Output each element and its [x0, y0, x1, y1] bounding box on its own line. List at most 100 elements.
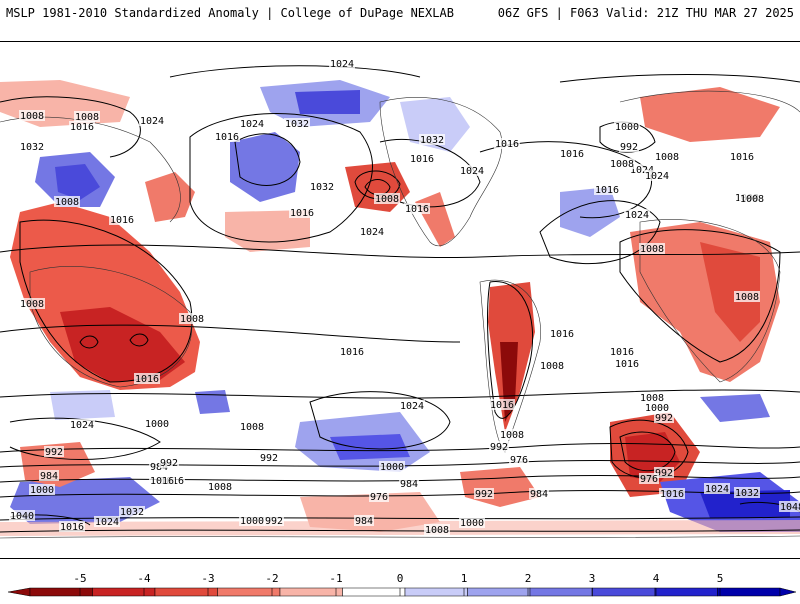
coast-north-america [379, 97, 503, 247]
isobar-label: 1016 [595, 185, 619, 196]
isobar-label-bg [654, 467, 674, 478]
isobar-label-bg [654, 412, 674, 423]
isobar-label: 1008 [375, 194, 399, 205]
isobar-label-bg [379, 461, 405, 472]
isobar-label: 1016 [495, 139, 519, 150]
coast-africa [639, 219, 781, 383]
isobar-low-australia [79, 335, 99, 349]
isobar-label-bg [109, 214, 135, 225]
isobar-label-bg [639, 473, 659, 484]
anomaly-tasman-blue [195, 390, 230, 414]
isobar-label-bg [329, 58, 355, 69]
isobar-1024-na [379, 138, 481, 208]
colorbar-tick-label: 4 [653, 572, 660, 585]
isobar-label: 1016 [340, 347, 364, 358]
isobar-label: 992 [655, 413, 673, 424]
map-title: MSLP 1981-2010 Standardized Anomaly | Co… [6, 6, 454, 20]
colorbar-swatch [592, 587, 656, 597]
isobar-label-bg [119, 506, 145, 517]
isobar-label: 976 [640, 474, 658, 485]
isobar-label: 976 [510, 455, 528, 466]
isobar-label-bg [214, 131, 240, 142]
isobar-label: 992 [620, 142, 638, 153]
coastlines [0, 90, 800, 539]
isobar-label-bg [624, 209, 650, 220]
isobar-label: 1000 [145, 419, 169, 430]
colorbar-tick-label: 1 [461, 572, 468, 585]
colorbar-ticks: -5 -4 -3 -2 -1 0 1 2 3 4 5 [73, 572, 723, 596]
isobar-label: 1032 [735, 488, 759, 499]
isobar-label: 1016 [150, 476, 174, 487]
isobar-label: 1008 [640, 393, 664, 404]
isobar-label-bg [94, 516, 120, 527]
isobar-label-bg [654, 151, 680, 162]
isobar-1016-south [0, 389, 800, 399]
isobar-label: 1008 [500, 430, 524, 441]
isobar-label: 992 [260, 453, 278, 464]
isobar-label: 1008 [425, 525, 449, 536]
isobar-label: 992 [655, 468, 673, 479]
isobar-label: 1008 [640, 244, 664, 255]
anomaly-pacific-blue [230, 132, 300, 202]
colorbar-tick-label: -4 [137, 572, 151, 585]
colorbar-swatch [29, 587, 93, 597]
isobar-1032-pacific [234, 133, 301, 186]
isobar-label: 1016 [550, 329, 574, 340]
isobar-label: 1016 [215, 132, 239, 143]
anomaly-na-blue [400, 97, 470, 152]
colorbar-arrow-left [7, 587, 31, 597]
isobar-label-bg [39, 470, 59, 481]
isobar-low-pacific [364, 179, 391, 196]
isobar-label: 1016 [60, 522, 84, 533]
anomaly-africa-core [700, 242, 760, 342]
isobar-label-bg [264, 515, 284, 526]
isobar-label-bg [289, 207, 315, 218]
isobar-label: 984 [530, 489, 548, 500]
isobar-label-bg [284, 118, 310, 129]
isobar-label-bg [354, 515, 374, 526]
isobar-label: 984 [40, 471, 58, 482]
isobar-label-bg [489, 441, 509, 452]
isobar-label: 1048 [780, 502, 800, 513]
isobar-label-bg [374, 193, 400, 204]
colorbar-swatch [92, 587, 156, 597]
isobar-label-bg [54, 196, 80, 207]
isobar-label-bg [559, 148, 585, 159]
isobar-label-bg [704, 483, 730, 494]
isobar-label-bg [309, 181, 335, 192]
isobar-label-bg [399, 478, 419, 489]
isobar-label: 1024 [460, 166, 484, 177]
isobar-label-bg [609, 158, 635, 169]
isobar-label-bg [614, 121, 640, 132]
isobar-label-bg [494, 138, 520, 149]
isobar-label: 984 [355, 516, 373, 527]
isobar-label: 1000 [30, 485, 54, 496]
isobar-label-bg [419, 134, 445, 145]
isobar-label: 992 [265, 516, 283, 527]
isobar-label-bg [19, 110, 45, 121]
isobar-label-bg [509, 454, 529, 465]
isobar-label-bg [489, 399, 515, 410]
isobar-label: 1024 [360, 227, 384, 238]
isobar-label-bg [207, 481, 233, 492]
isobar-label-bg [619, 141, 639, 152]
isobar-label: 1016 [135, 374, 159, 385]
isobar-label: 1008 [240, 422, 264, 433]
colorbar-arrow-right [779, 587, 797, 597]
isobar-label: 1008 [55, 197, 79, 208]
colorbar-tick-label: 0 [397, 572, 404, 585]
isobar-label-bg [44, 446, 64, 457]
isobar-label: 1016 [405, 204, 429, 215]
isobar-label-bg [459, 517, 485, 528]
isobar-label-bg [149, 475, 175, 486]
isobar-label-bg [539, 360, 565, 371]
isobar-label-bg [9, 510, 35, 521]
isobar-label: 1016 [610, 347, 634, 358]
isobar-label-bg [639, 392, 665, 403]
isobar-low-pacific2 [354, 170, 401, 200]
isobar-label-bg [644, 170, 670, 181]
isobar-1024-north [169, 65, 421, 78]
isobar-label-bg [399, 400, 425, 411]
isobar-label-bg [239, 118, 265, 129]
